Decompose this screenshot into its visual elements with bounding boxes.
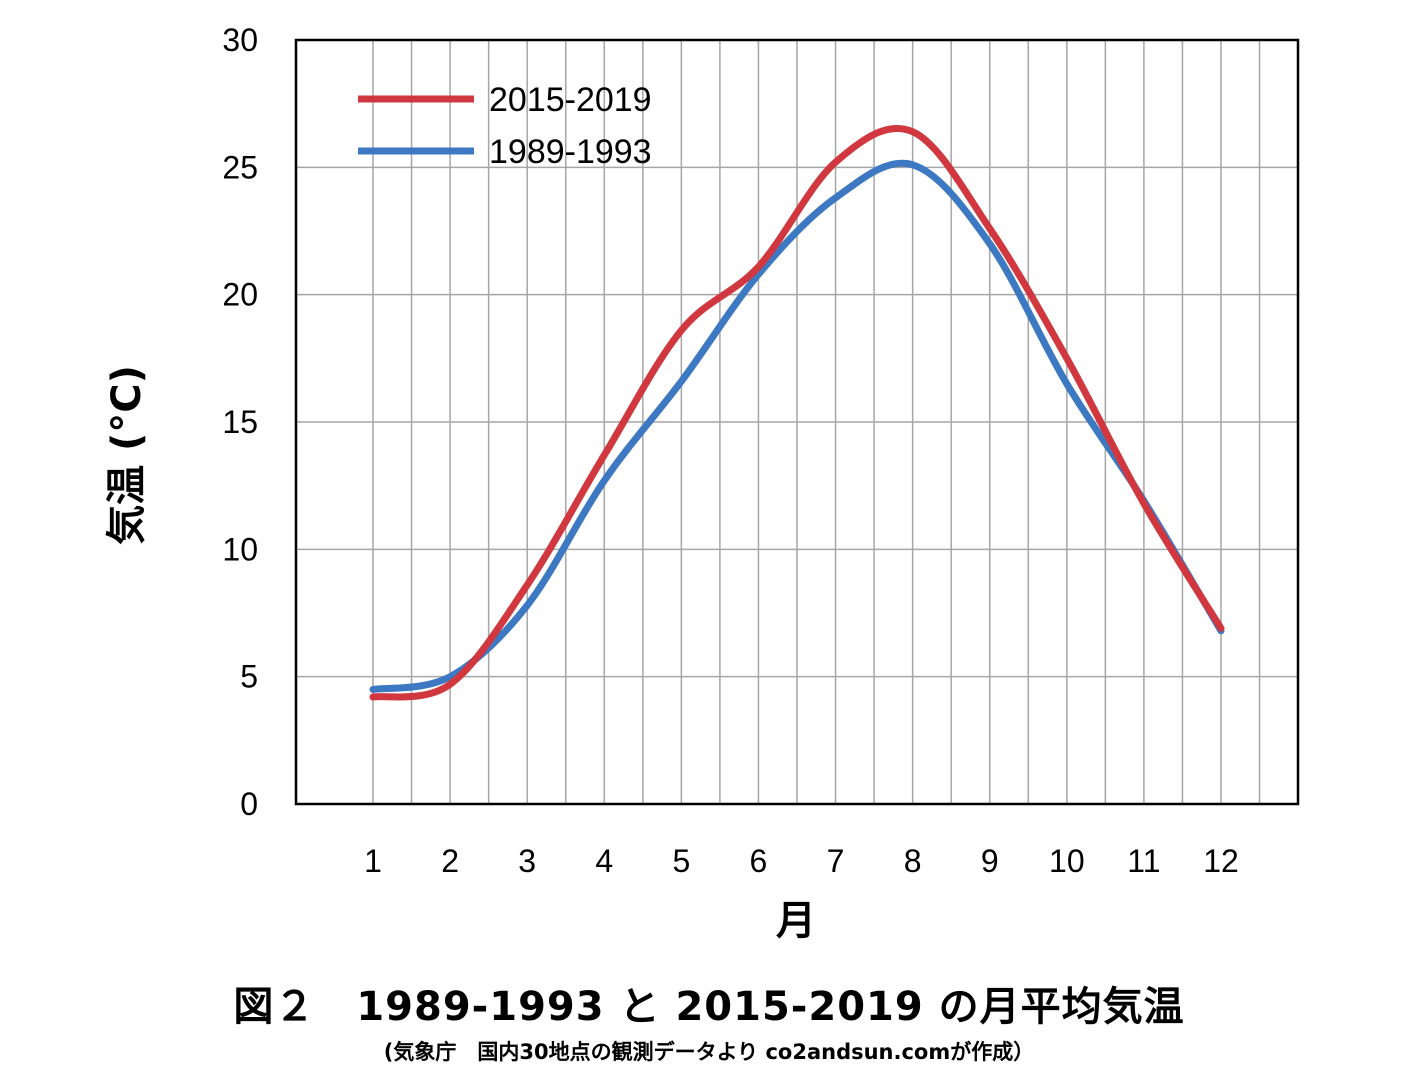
y-tick-label: 0 <box>240 786 258 822</box>
legend: 2015-2019 1989-1993 <box>358 81 652 171</box>
x-tick-label: 6 <box>750 843 768 879</box>
x-tick-label: 3 <box>518 843 536 879</box>
x-tick-label: 7 <box>827 843 845 879</box>
x-tick-label: 2 <box>441 843 459 879</box>
x-axis-tick-labels: 1 2 3 4 5 6 7 8 9 10 11 12 <box>364 843 1239 879</box>
chart-title: 図２ 1989-1993 と 2015-2019 の月平均気温 <box>233 984 1185 1030</box>
x-tick-label: 8 <box>904 843 922 879</box>
y-tick-label: 20 <box>222 277 258 313</box>
chart-source-note: (気象庁 国内30地点の観測データより co2andsun.comが作成） <box>383 1040 1035 1064</box>
x-tick-label: 11 <box>1127 843 1160 879</box>
y-axis-label: 気温 (°C) <box>104 365 150 545</box>
series-lines <box>369 124 1225 701</box>
x-tick-label: 12 <box>1203 843 1239 879</box>
x-tick-label: 10 <box>1049 843 1085 879</box>
x-axis-label: 月 <box>776 898 816 944</box>
y-tick-label: 5 <box>240 659 258 695</box>
x-tick-label: 1 <box>364 843 382 879</box>
y-tick-label: 15 <box>222 404 258 440</box>
x-tick-label: 5 <box>672 843 690 879</box>
legend-label: 2015-2019 <box>489 81 652 119</box>
y-tick-label: 10 <box>222 531 258 567</box>
series-line-1989-1993 <box>369 159 1225 693</box>
plot-area-border <box>294 38 1300 806</box>
grid <box>296 40 1298 804</box>
x-tick-label: 4 <box>595 843 613 879</box>
y-tick-label: 25 <box>222 149 258 185</box>
y-tick-label: 30 <box>222 22 258 58</box>
x-tick-label: 9 <box>981 843 999 879</box>
y-axis-tick-labels: 0 5 10 15 20 25 30 <box>222 22 258 822</box>
series-line-2015-2019 <box>369 124 1225 701</box>
legend-label: 1989-1993 <box>489 133 652 171</box>
